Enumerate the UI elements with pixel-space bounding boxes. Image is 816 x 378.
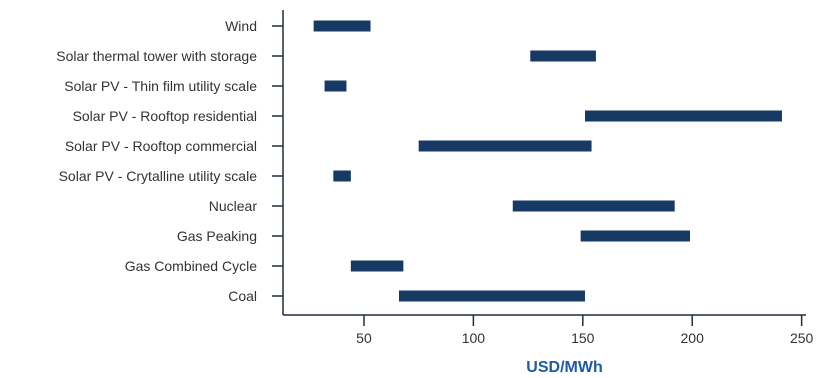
bar-9 [398,290,585,302]
x-axis-title: USD/MWh [526,359,602,376]
x-tick-label: 200 [681,330,705,346]
x-ticks: 50 100 150 200 250 [356,315,814,346]
category-label: Wind [225,18,257,34]
x-tick-label: 150 [571,330,595,346]
bars [313,20,782,302]
x-tick-label: 250 [790,330,814,346]
category-label: Gas Peaking [177,228,257,244]
bar-6 [512,200,675,212]
category-label: Solar thermal tower with storage [56,48,257,64]
bar-7 [580,230,691,242]
bar-1 [530,50,596,62]
bar-8 [350,260,404,272]
category-label: Solar PV - Rooftop residential [73,108,257,124]
x-tick-label: 50 [356,330,372,346]
category-label: Gas Combined Cycle [125,258,257,274]
bar-3 [584,110,782,122]
bar-2 [324,80,347,92]
category-label: Solar PV - Thin film utility scale [64,78,257,94]
y-ticks: Wind Solar thermal tower with storage Sola… [56,18,283,304]
category-label: Solar PV - Crytalline utility scale [59,168,258,184]
category-label: Coal [228,288,257,304]
bar-0 [313,20,371,32]
bar-5 [333,170,351,182]
category-label: Solar PV - Rooftop commercial [65,138,257,154]
x-tick-label: 100 [462,330,486,346]
bar-4 [418,140,592,152]
category-label: Nuclear [209,198,258,214]
